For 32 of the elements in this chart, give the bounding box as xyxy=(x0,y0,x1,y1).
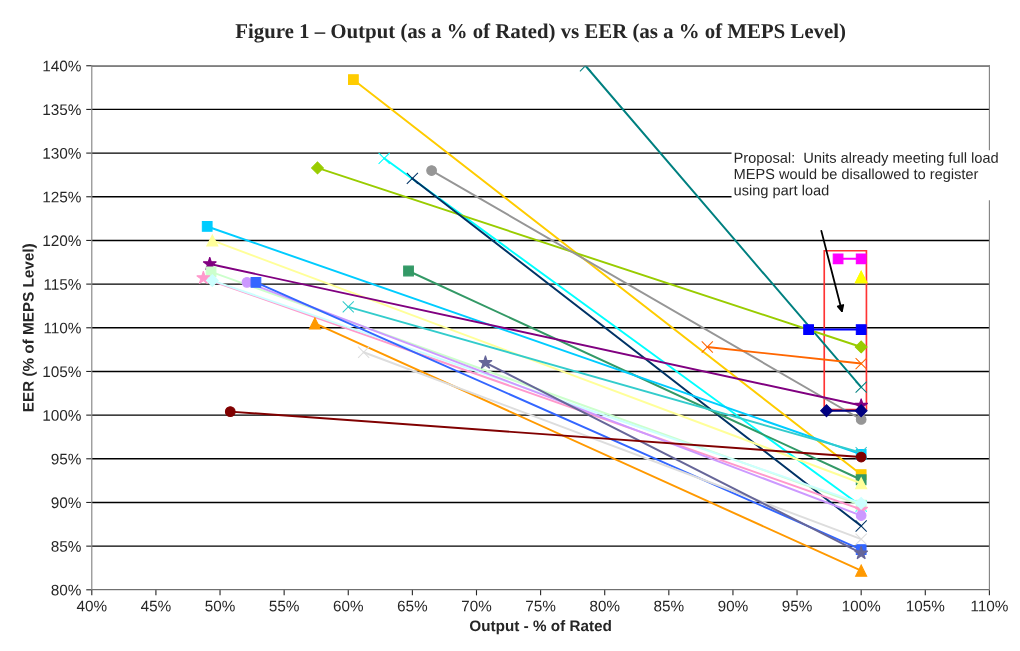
x-tick-label: 70% xyxy=(461,600,492,612)
annotation: Proposal: Units already meeting full load MEPS would be disallowed to register using part load xyxy=(734,152,998,199)
y-tick-label: 100% xyxy=(43,409,81,421)
x-tick-label: 100% xyxy=(842,600,881,612)
x-tick-label: 55% xyxy=(269,600,299,612)
x-axis-title: Output - % of Rated xyxy=(469,620,611,635)
y-tick-label: 85% xyxy=(51,541,81,552)
x-tick-label: 45% xyxy=(140,600,171,612)
x-tick-label: 110% xyxy=(971,600,1008,612)
x-tick-label: 40% xyxy=(76,600,107,612)
y-tick-label: 125% xyxy=(43,191,81,203)
x-tick-label: 50% xyxy=(205,600,235,612)
x-tick-label: 60% xyxy=(333,600,363,612)
y-tick-label: 120% xyxy=(43,235,81,247)
x-tick-label: 80% xyxy=(590,600,620,612)
y-tick-label: 105% xyxy=(43,366,81,378)
x-tick-label: 85% xyxy=(654,600,684,612)
y-tick-label: 130% xyxy=(43,147,81,159)
x-tick-label: 65% xyxy=(397,600,428,612)
y-tick-label: 90% xyxy=(51,497,81,509)
y-tick-label: 95% xyxy=(51,453,81,465)
y-tick-label: 115% xyxy=(44,279,81,290)
x-tick-label: 75% xyxy=(526,600,556,612)
y-tick-label: 140% xyxy=(43,60,81,72)
y-tick-label: 110% xyxy=(44,322,81,334)
x-tick-label: 95% xyxy=(782,600,812,612)
y-tick-label: 135% xyxy=(43,104,81,116)
y-tick-label: 80% xyxy=(51,584,81,596)
y-axis-title: EER (% of MEPS Level) xyxy=(22,244,37,412)
chart-title: Figure 1 – Output (as a % of Rated) vs EER (as a % of MEPS Level) xyxy=(235,23,846,43)
x-tick-label: 105% xyxy=(906,600,945,612)
x-tick-label: 90% xyxy=(718,600,748,612)
